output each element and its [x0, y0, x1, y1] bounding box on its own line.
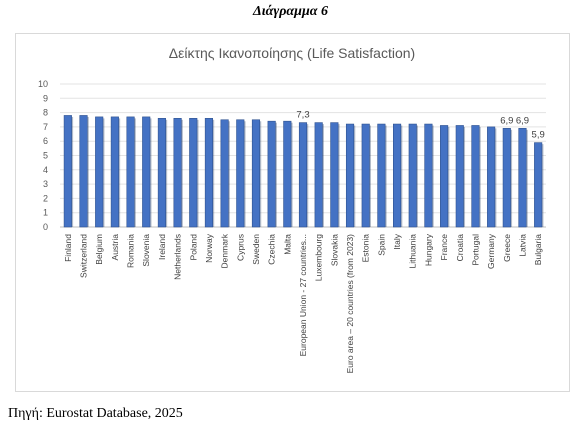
x-tick-label: Hungary [423, 233, 433, 266]
x-tick-label: Netherlands [173, 234, 183, 280]
x-tick-label: Lithuania [408, 234, 418, 269]
bar [393, 123, 402, 228]
data-label: 6,9 [500, 115, 513, 126]
bar [79, 115, 88, 228]
x-tick-label: Belgium [94, 234, 104, 265]
x-tick-label: Estonia [361, 234, 371, 263]
y-tick-label: 6 [43, 136, 48, 146]
bar [502, 128, 511, 228]
x-tick-label: Cyprus [235, 234, 245, 261]
x-tick-label: Italy [392, 233, 402, 249]
bar [173, 118, 182, 228]
y-tick-label: 5 [43, 151, 48, 161]
bar [408, 123, 417, 228]
data-label: 6,9 [516, 115, 529, 126]
bar-chart: Δείκτης Ικανοποίησης (Life Satisfaction)… [38, 45, 546, 373]
data-label: 7,3 [296, 110, 309, 121]
y-tick-label: 9 [43, 93, 48, 103]
y-tick-label: 1 [43, 208, 48, 218]
bar [189, 118, 198, 228]
bar [63, 115, 72, 228]
y-tick-label: 3 [43, 179, 48, 189]
x-tick-label: Bulgaria [533, 234, 543, 265]
source-note: Πηγή: Eurostat Database, 2025 [8, 406, 183, 421]
figure-heading: Διάγραμμα 6 [252, 4, 328, 19]
bar [220, 119, 229, 228]
x-tick-label: Latvia [517, 234, 527, 257]
bar [534, 142, 543, 228]
x-tick-label: Denmark [220, 233, 230, 268]
data-labels: 7,36,9 6,95,9 [296, 110, 544, 141]
bar [487, 126, 496, 228]
x-tick-label: Portugal [470, 234, 480, 266]
y-tick-label: 8 [43, 108, 48, 118]
x-tick-label: Slovenia [141, 234, 151, 267]
chart-frame: Δείκτης Ικανοποίησης (Life Satisfaction)… [15, 33, 570, 392]
bar [283, 120, 292, 228]
x-tick-label: Euro area – 20 countries (from 2023) [345, 234, 355, 374]
bar [204, 118, 213, 228]
bar [330, 122, 339, 228]
x-tick-label: Romania [126, 234, 136, 268]
bar [345, 123, 355, 228]
bar [298, 122, 308, 228]
x-tick-label: Croatia [455, 234, 465, 262]
x-tick-label: Germany [486, 233, 496, 269]
y-tick-label: 2 [43, 193, 48, 203]
x-tick-label: Finland [63, 234, 73, 262]
x-tick-label: Switzerland [79, 234, 89, 278]
x-tick-label: European Union - 27 countries... [298, 234, 308, 356]
bar [142, 116, 151, 228]
x-tick-label: Spain [376, 234, 386, 256]
x-tick-label: Luxembourg [314, 234, 324, 282]
bar [518, 128, 527, 228]
x-tick-label: Sweden [251, 234, 261, 265]
data-label: 5,9 [532, 130, 545, 141]
y-tick-label: 7 [43, 122, 48, 132]
bar [440, 125, 449, 228]
bar [157, 118, 166, 228]
y-tick-label: 10 [38, 79, 48, 89]
y-axis-ticks: 0 1 2 3 4 5 6 7 8 9 10 [38, 79, 48, 232]
x-tick-label: Malta [282, 234, 292, 255]
bar [126, 116, 135, 228]
bar [314, 122, 323, 228]
bar [424, 123, 433, 228]
chart-title: Δείκτης Ικανοποίησης (Life Satisfaction) [169, 45, 415, 61]
y-tick-label: 4 [43, 165, 48, 175]
bar [455, 125, 464, 228]
bar [110, 116, 119, 228]
bar [236, 119, 245, 228]
bar [377, 123, 386, 228]
bar [267, 120, 276, 228]
bar [251, 119, 261, 228]
bar [361, 123, 370, 228]
x-tick-label: Austria [110, 234, 120, 261]
x-tick-label: Slovakia [329, 234, 339, 266]
x-tick-label: Ireland [157, 234, 167, 260]
x-tick-label: Norway [204, 233, 214, 263]
bars [63, 115, 544, 228]
bar [95, 116, 104, 228]
x-tick-label: Greece [502, 234, 512, 262]
x-tick-label: France [439, 234, 449, 261]
bar [471, 125, 480, 228]
x-tick-label: Czechia [267, 234, 277, 265]
x-axis-ticks: Finland Switzerland Belgium Austria Romania S… [63, 233, 543, 373]
y-tick-label: 0 [43, 222, 48, 232]
x-tick-label: Poland [188, 234, 198, 261]
